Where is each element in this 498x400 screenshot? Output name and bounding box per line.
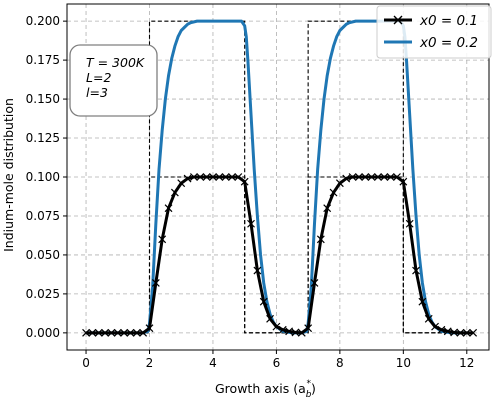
data-point-x-marker: [139, 328, 148, 337]
annotation-box: T = 300K L=2 l=3: [69, 44, 158, 117]
data-point-x-marker: [374, 173, 382, 181]
x-tick-label: 4: [209, 356, 217, 370]
data-point-x-marker: [183, 174, 192, 183]
x-axis-label-sup: *: [307, 379, 312, 389]
data-point-x-marker: [348, 173, 357, 181]
x-axis-label-main: Growth axis (a: [215, 381, 306, 396]
data-point-x-marker: [278, 325, 287, 334]
annotation-line-1: T = 300K: [86, 55, 146, 70]
data-point-x-marker: [126, 328, 135, 337]
data-point-x-marker: [367, 173, 376, 181]
data-point-x-marker: [82, 328, 90, 337]
data-point-x-marker: [266, 314, 274, 323]
data-point-x-marker: [202, 173, 211, 181]
data-point-x-marker: [304, 324, 313, 333]
data-point-x-marker: [170, 188, 179, 197]
legend-label-x02: x0 = 0.2: [419, 35, 478, 51]
data-point-x-marker: [253, 266, 262, 275]
x-tick-label: 6: [273, 356, 281, 370]
data-point-x-marker: [437, 325, 446, 334]
y-tick-label: 0.100: [26, 170, 60, 184]
y-tick-label: 0.200: [26, 14, 60, 28]
data-point-x-marker: [412, 266, 420, 275]
data-point-x-marker: [424, 314, 433, 323]
data-point-x-marker: [221, 173, 230, 181]
data-point-x-marker: [462, 328, 471, 337]
annotation-frame: [69, 44, 158, 117]
x-axis-label-sub: b: [306, 390, 312, 400]
data-point-x-marker: [151, 279, 160, 287]
data-point-x-marker: [94, 328, 103, 337]
series-markers: [82, 173, 478, 337]
data-point-x-marker: [310, 279, 319, 287]
data-point-x-marker: [431, 322, 439, 331]
x-axis-label: Growth axis (ab*): [215, 379, 316, 400]
data-point-x-marker: [456, 328, 465, 337]
data-point-x-marker: [342, 174, 351, 183]
data-point-x-marker: [189, 173, 198, 181]
data-point-x-marker: [247, 219, 255, 228]
data-point-x-marker: [196, 173, 205, 181]
data-point-x-marker: [107, 328, 116, 337]
data-point-x-marker: [240, 177, 249, 186]
x-axis-label-close: ): [311, 381, 316, 396]
data-point-x-marker: [354, 173, 363, 181]
legend-marker-x-icon: [393, 15, 403, 25]
data-point-x-marker: [361, 173, 370, 181]
data-point-x-marker: [329, 188, 338, 197]
data-point-x-marker: [88, 328, 97, 337]
data-point-x-marker: [228, 173, 236, 181]
y-tick-label: 0.025: [26, 287, 60, 301]
y-axis-label: Indium-mole distribution: [1, 98, 16, 252]
y-tick-label: 0.075: [26, 209, 60, 223]
annotation-line-3: l=3: [86, 85, 108, 100]
y-tick-label: 0.175: [26, 53, 60, 67]
data-point-x-marker: [418, 297, 427, 306]
y-tick-label: 0.125: [26, 131, 60, 145]
data-point-x-marker: [335, 179, 344, 188]
data-point-x-marker: [209, 173, 217, 181]
data-point-x-marker: [234, 173, 243, 181]
data-point-x-marker: [259, 297, 268, 306]
data-point-x-marker: [399, 177, 408, 186]
x-tick-label: 2: [146, 356, 154, 370]
y-tick-label: 0.150: [26, 92, 60, 106]
data-point-x-marker: [215, 173, 224, 181]
x-tick-label: 8: [336, 356, 344, 370]
axis-ticks: 0 2 4 6 8 10 12 0.000 0.025 0.050 0.075 0.100 0.125 0…: [26, 14, 475, 370]
data-point-x-marker: [272, 322, 281, 331]
data-point-x-marker: [386, 173, 395, 181]
data-point-x-marker: [469, 328, 478, 337]
annotation-line-2: L=2: [86, 70, 111, 85]
data-point-x-marker: [177, 179, 186, 188]
series-line-x001: [86, 175, 474, 335]
x-tick-label: 10: [396, 356, 411, 370]
data-point-x-marker: [450, 328, 459, 337]
data-point-x-marker: [158, 235, 167, 244]
y-tick-label: 0.000: [26, 326, 60, 340]
data-point-x-marker: [380, 173, 389, 181]
data-point-x-marker: [393, 173, 401, 181]
legend: x0 = 0.1 x0 = 0.2: [376, 5, 492, 59]
data-point-x-marker: [323, 204, 332, 213]
data-point-x-marker: [316, 235, 325, 244]
data-point-x-marker: [113, 328, 122, 337]
data-point-x-marker: [145, 324, 154, 333]
data-point-x-marker: [443, 327, 452, 336]
data-point-x-marker: [285, 327, 294, 336]
x-tick-label: 0: [82, 356, 90, 370]
data-point-x-marker: [132, 328, 141, 337]
legend-label-x01: x0 = 0.1: [419, 13, 478, 29]
reference-profiles: [86, 20, 467, 334]
data-point-x-marker: [164, 204, 173, 213]
data-point-x-marker: [291, 328, 300, 337]
data-point-x-marker: [120, 328, 129, 337]
data-point-x-marker: [297, 328, 306, 337]
data-point-x-marker: [101, 328, 109, 337]
x-tick-label: 12: [459, 356, 474, 370]
data-point-x-marker: [405, 219, 414, 228]
reference-profile-line: [86, 20, 467, 334]
y-tick-label: 0.050: [26, 248, 60, 262]
